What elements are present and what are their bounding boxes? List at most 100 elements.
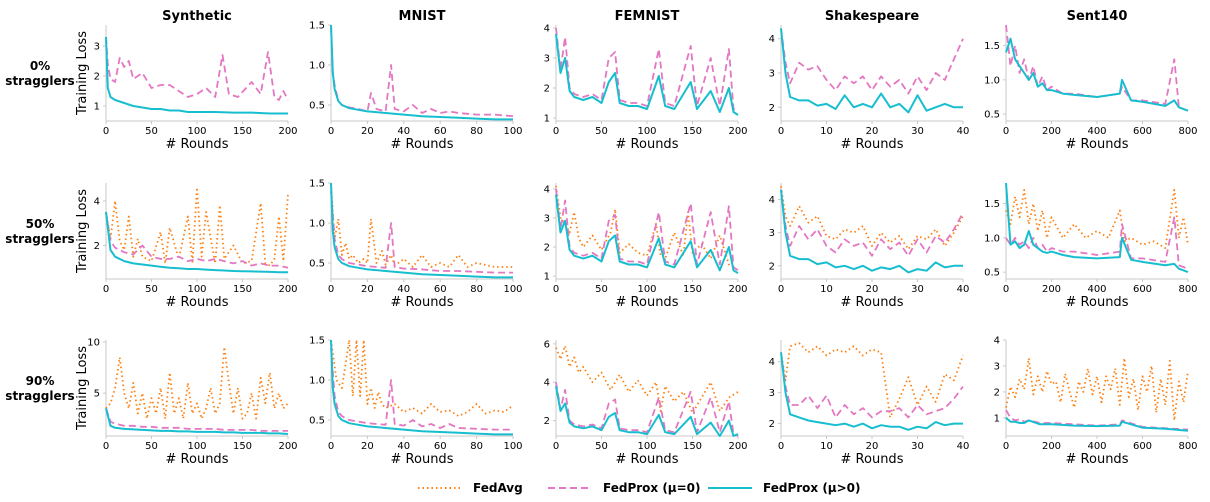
series-line-fedprox-0- [555, 194, 739, 275]
series-line-fedprox-0- [330, 24, 513, 121]
x-tick-label: 150 [233, 126, 252, 137]
y-tick-label: 4 [769, 195, 775, 206]
series-line-fedprox-0- [105, 211, 289, 269]
series-line-fedavg [780, 186, 964, 251]
x-tick-label: 40 [397, 441, 410, 452]
y-tick-label: 2 [769, 261, 775, 272]
subplot-3-5: 1 2 3 4 0 200 400 600 800 # Rounds [994, 336, 1198, 468]
y-tick-label: 2 [94, 72, 100, 83]
x-tick-label: 10 [820, 284, 833, 295]
y-tick-label: 1.0 [984, 75, 1000, 86]
x-tick-label: 60 [434, 284, 447, 295]
x-axis-label: # Rounds [1066, 137, 1129, 152]
x-tick-label: 20 [866, 284, 879, 295]
x-tick-label: 0 [103, 441, 109, 452]
y-tick-label: 3 [994, 361, 1000, 372]
y-tick-label: 1.5 [984, 199, 1000, 210]
y-tick-label: 5 [94, 389, 100, 400]
x-tick-label: 100 [503, 284, 522, 295]
x-tick-label: 80 [470, 126, 483, 137]
x-tick-label: 0 [1003, 441, 1009, 452]
x-tick-label: 50 [595, 126, 608, 137]
series-line-fedprox-0- [1005, 37, 1189, 112]
legend-item: FedProx (μ=0) [548, 481, 701, 495]
y-tick-label: 1 [94, 102, 100, 113]
x-tick-label: 200 [728, 441, 747, 452]
row-label-line: 90% [26, 374, 55, 388]
x-tick-label: 800 [1178, 284, 1197, 295]
series-line-fedavg [105, 186, 289, 267]
y-tick-label: 1.0 [309, 376, 325, 387]
y-tick-label: 1 [994, 413, 1000, 424]
series-line-fedprox-0- [780, 28, 964, 95]
subplot-title: FEMNIST [615, 9, 680, 24]
y-tick-label: 3 [769, 388, 775, 399]
y-tick-label: 3 [769, 228, 775, 239]
y-tick-label: 1.5 [309, 21, 325, 32]
x-tick-label: 20 [361, 441, 374, 452]
series-line-fedavg [555, 185, 739, 272]
x-tick-label: 100 [503, 126, 522, 137]
x-axis-label: # Rounds [391, 137, 454, 152]
subplot-title: Sent140 [1067, 9, 1128, 24]
series-line-fedprox-0- [105, 36, 289, 101]
y-tick-label: 4 [769, 34, 775, 45]
row-label: 50% stragglers [5, 217, 74, 246]
subplot-2-2: 0.5 1.0 1.5 0 20 40 60 80 100 # Rounds [309, 179, 522, 311]
legend-label: FedProx (μ=0) [603, 481, 701, 495]
y-tick-label: 3 [544, 54, 550, 65]
series-line-fedavg [555, 344, 739, 414]
y-tick-label: 1.5 [984, 41, 1000, 52]
series-line-fedprox-0- [105, 36, 288, 115]
x-tick-label: 100 [187, 284, 206, 295]
series-line-fedprox-0- [555, 385, 739, 437]
x-tick-label: 200 [1042, 441, 1061, 452]
x-tick-label: 60 [434, 126, 447, 137]
series-line-fedavg [105, 346, 289, 420]
row-label: 0% stragglers [5, 59, 74, 88]
x-tick-label: 400 [1087, 126, 1106, 137]
x-tick-label: 100 [637, 284, 656, 295]
x-tick-label: 20 [866, 126, 879, 137]
x-tick-label: 200 [1042, 284, 1061, 295]
y-axis-label: Training Loss [75, 346, 90, 431]
y-tick-label: 6 [544, 339, 550, 350]
series-line-fedprox-0- [330, 339, 513, 436]
subplot-1-1: Synthetic 1 2 3 0 50 100 150 200 # Rounds Training… [75, 9, 298, 152]
x-tick-label: 200 [278, 284, 297, 295]
x-tick-label: 100 [637, 126, 656, 137]
legend-item: FedAvg [418, 481, 523, 495]
subplot-2-3: 1 2 3 4 0 50 100 150 200 # Rounds [544, 183, 748, 310]
subplot-2-5: 0.5 1.0 1.5 0 200 400 600 800 # Rounds [984, 182, 1198, 310]
x-axis-label: # Rounds [616, 452, 679, 467]
x-tick-label: 40 [957, 284, 970, 295]
series-line-fedprox-0- [1005, 417, 1189, 432]
x-tick-label: 150 [683, 441, 702, 452]
x-tick-label: 100 [637, 441, 656, 452]
x-axis-label: # Rounds [166, 137, 229, 152]
x-axis-label: # Rounds [1066, 295, 1129, 310]
row-label-line: 0% [30, 59, 50, 73]
series-line-fedprox-0- [555, 33, 739, 116]
x-tick-label: 0 [328, 441, 334, 452]
subplot-title: Synthetic [162, 9, 232, 24]
x-axis-label: # Rounds [616, 137, 679, 152]
x-axis-label: # Rounds [616, 295, 679, 310]
x-tick-label: 0 [778, 284, 784, 295]
y-tick-label: 0.5 [984, 110, 1000, 121]
x-tick-label: 50 [595, 441, 608, 452]
y-tick-label: 2 [544, 416, 550, 427]
x-tick-label: 800 [1178, 441, 1197, 452]
subplot-title: Shakespeare [825, 9, 920, 24]
x-tick-label: 50 [145, 441, 158, 452]
x-axis-label: # Rounds [166, 295, 229, 310]
x-tick-label: 100 [187, 126, 206, 137]
x-tick-label: 200 [278, 441, 297, 452]
x-axis-label: # Rounds [391, 295, 454, 310]
x-tick-label: 60 [434, 441, 447, 452]
subplot-title: MNIST [399, 9, 446, 24]
x-tick-label: 600 [1133, 284, 1152, 295]
y-tick-label: 3 [94, 42, 100, 53]
x-tick-label: 0 [328, 126, 334, 137]
